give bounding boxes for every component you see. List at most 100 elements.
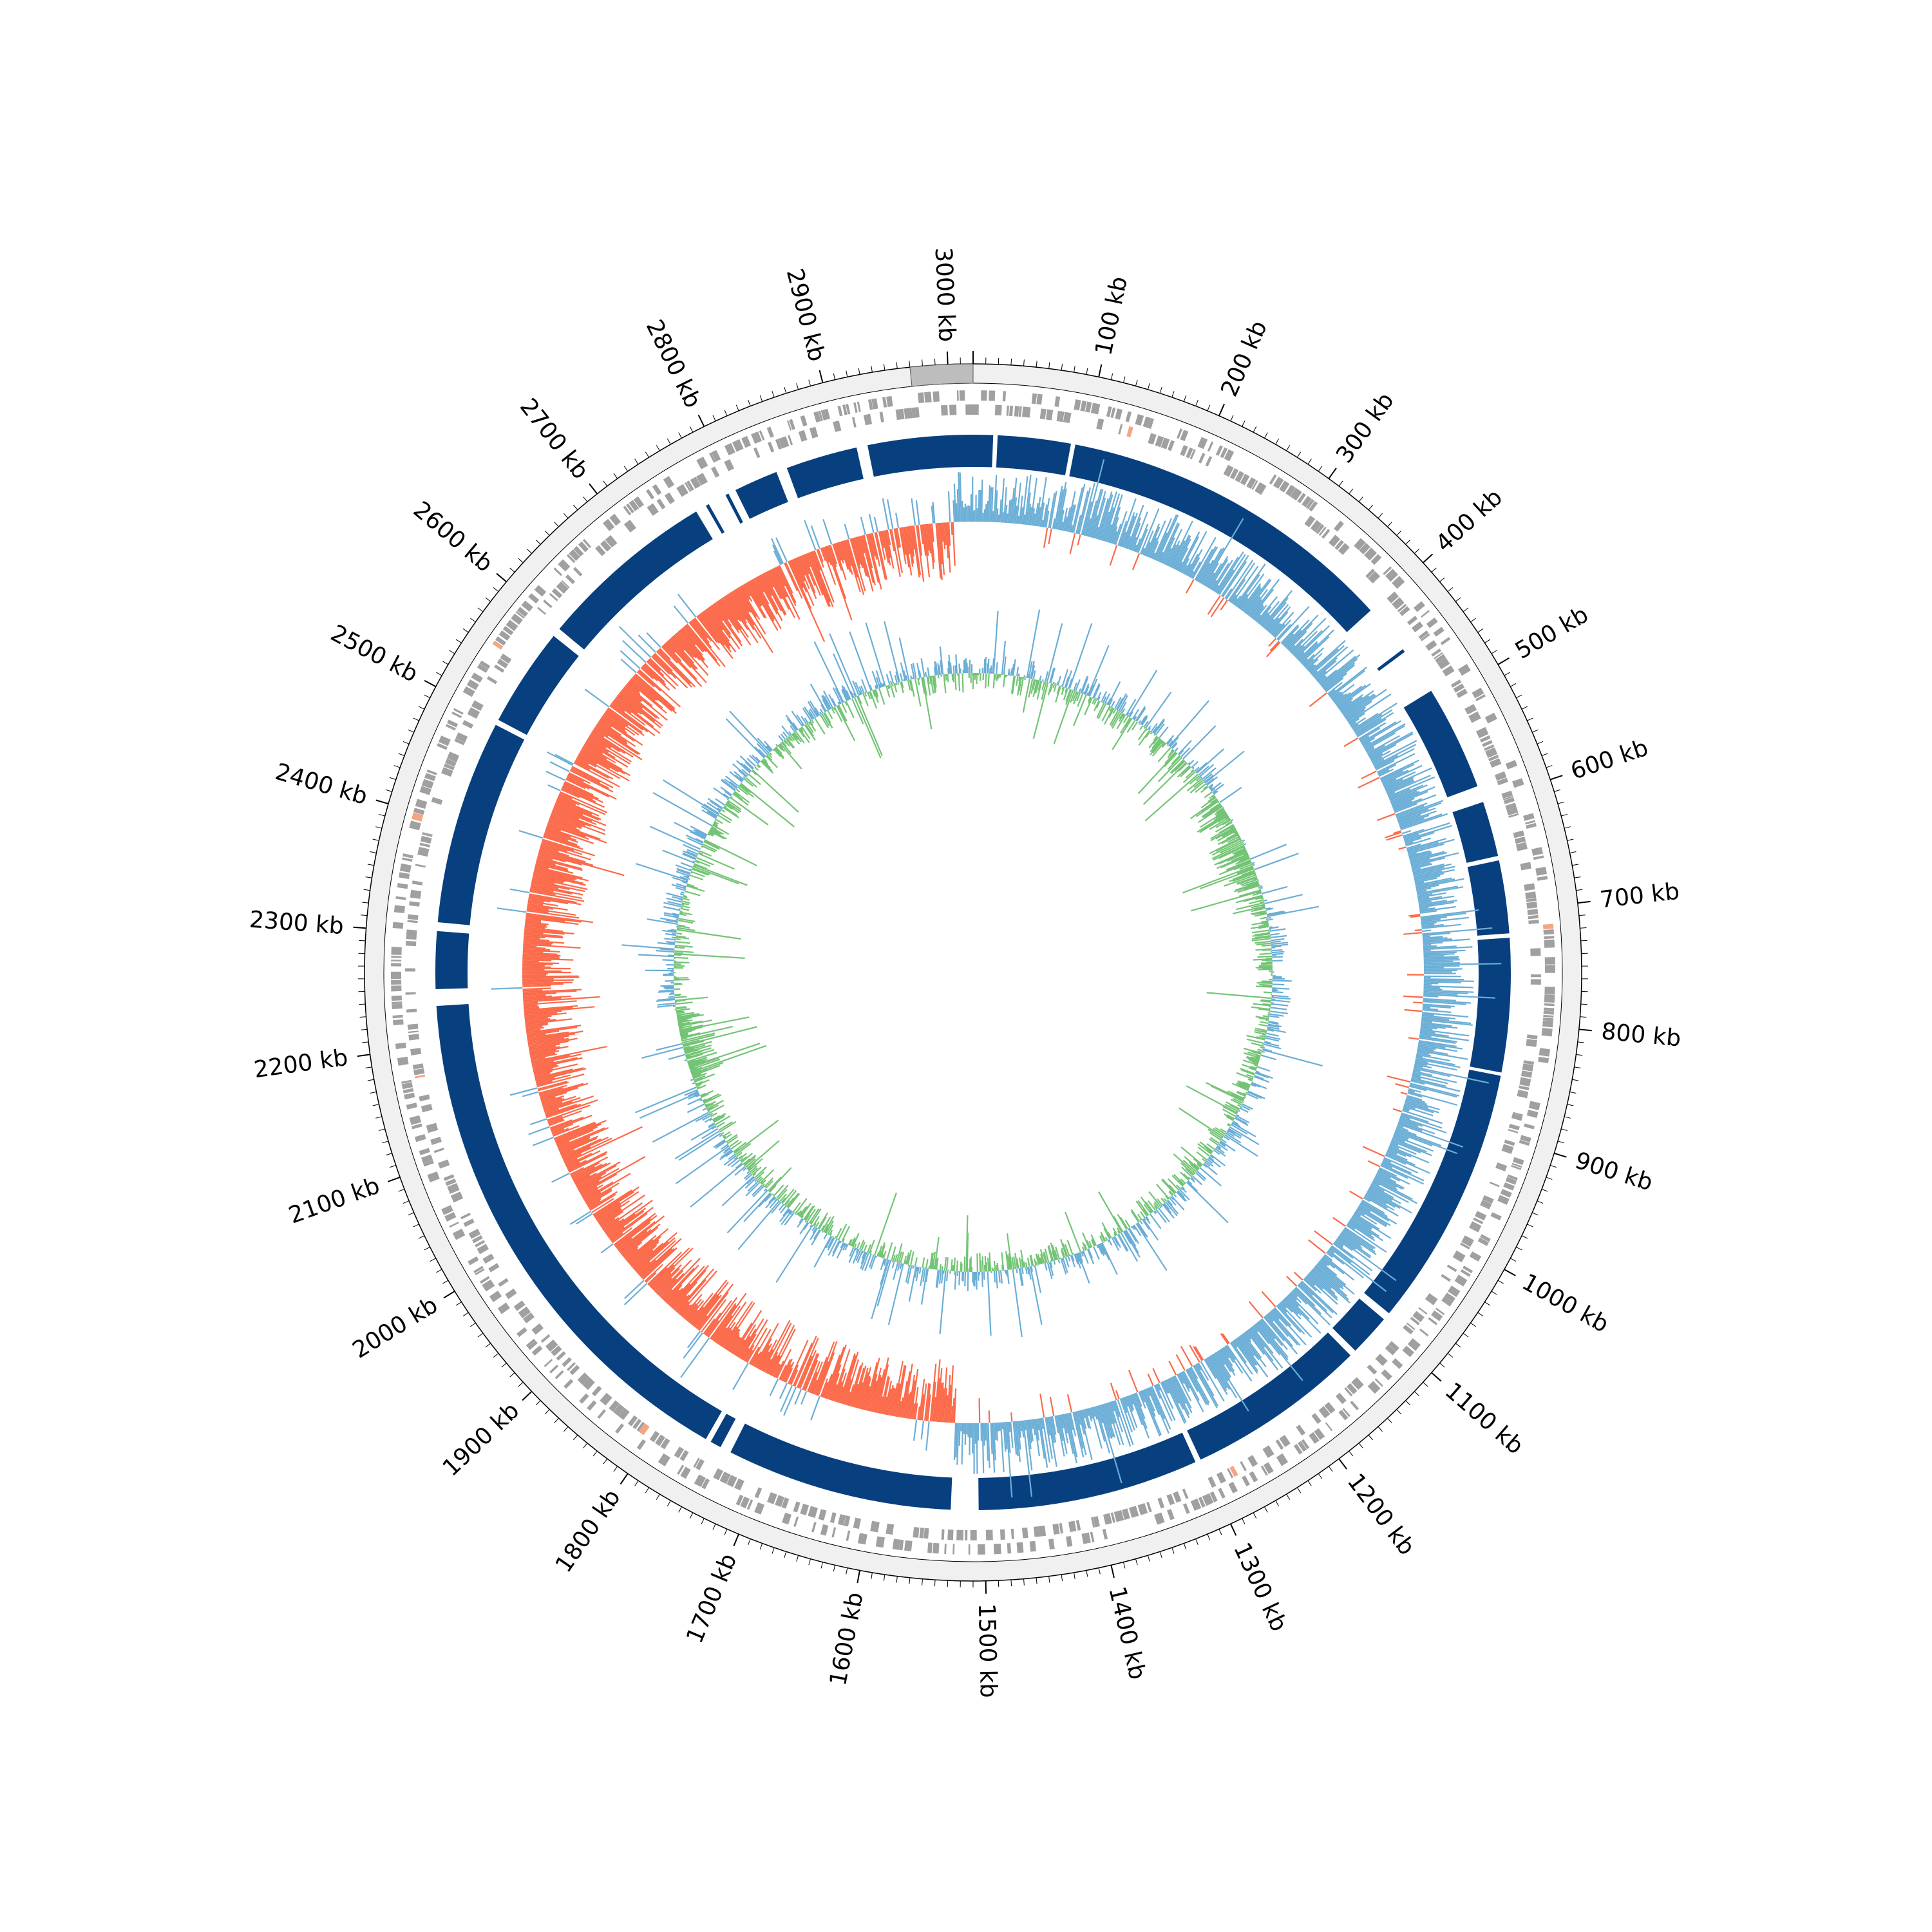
gc-skew-bar	[533, 1068, 553, 1074]
gc-content-bar	[1180, 1178, 1186, 1184]
gc-skew-bar	[1261, 590, 1293, 627]
cds-feature	[421, 1154, 433, 1164]
minor-tick	[1484, 639, 1491, 643]
cds-feature	[556, 1350, 566, 1361]
cds-feature	[690, 477, 701, 489]
gc-content-bar	[1269, 928, 1286, 932]
gc-content-bar	[768, 1196, 775, 1204]
cds-feature	[1482, 740, 1493, 748]
gc-content-bar	[712, 1115, 721, 1121]
gc-skew-bar	[1005, 504, 1008, 523]
gc-skew-bar	[788, 561, 826, 642]
gc-content-bar	[1196, 800, 1219, 817]
gc-skew-bar	[535, 1077, 555, 1083]
cds-feature	[1505, 760, 1518, 770]
gc-skew-bar	[1291, 618, 1327, 654]
gc-content-bar	[676, 1010, 685, 1014]
cds-feature	[1202, 1493, 1214, 1506]
gc-skew-bar	[524, 929, 565, 935]
gc-skew-bar	[525, 922, 547, 927]
gc-content-bar	[710, 828, 721, 835]
gc-content-bar	[676, 883, 687, 887]
gc-skew-bar	[567, 775, 610, 798]
gc-content-bar	[674, 961, 690, 963]
minor-tick	[564, 513, 569, 519]
minor-tick	[1580, 1016, 1587, 1018]
gc-content-bar	[981, 1271, 983, 1287]
gc-skew-bar	[1189, 571, 1195, 578]
gc-skew-bar	[1233, 1340, 1258, 1374]
gc-content-bar	[1222, 806, 1224, 808]
gc-skew-bar	[899, 527, 907, 565]
gc-content-bar	[1211, 840, 1242, 856]
cds-feature	[567, 1362, 576, 1371]
cds-feature	[549, 592, 558, 601]
gc-skew-bar	[679, 1304, 690, 1316]
gc-content-bar	[1251, 904, 1265, 909]
gc-skew-bar	[1167, 540, 1180, 567]
cds-feature	[569, 1365, 580, 1376]
cds-feature	[719, 1472, 731, 1484]
gc-content-bar	[734, 791, 750, 804]
gc-skew-bar	[527, 1035, 569, 1043]
cds-feature	[1273, 477, 1284, 489]
gc-content-bar	[994, 1260, 996, 1271]
gc-skew-bar	[789, 1365, 799, 1385]
gc-content-bar	[828, 1229, 833, 1236]
gc-content-bar	[1104, 1236, 1108, 1241]
gc-skew-bar	[767, 1355, 779, 1374]
gc-skew-bar	[1236, 574, 1260, 607]
cds-feature	[1310, 520, 1322, 533]
cds-feature	[853, 1517, 862, 1530]
gc-skew-bar	[881, 1377, 891, 1414]
gc-content-bar	[1271, 949, 1283, 952]
gc-content-bar	[1260, 999, 1272, 1002]
gc-content-bar	[1074, 1253, 1081, 1269]
gc-content-bar	[1202, 773, 1213, 782]
cds-feature	[1293, 1444, 1303, 1455]
gc-skew-bar	[1081, 482, 1095, 535]
gc-skew-bar	[1129, 1395, 1134, 1405]
gc-content-bar	[886, 1242, 893, 1260]
minor-tick	[477, 607, 484, 612]
gc-content-bar	[791, 734, 800, 745]
minor-tick	[1463, 1332, 1469, 1338]
gc-content-bar	[784, 1200, 790, 1206]
gc-skew-bar	[1077, 491, 1089, 535]
gc-content-bar	[1108, 706, 1112, 711]
gc-content-bar	[1212, 795, 1215, 798]
gc-content-bar	[1104, 693, 1111, 704]
gc-skew-bar	[1121, 512, 1135, 547]
gc-skew-bar	[1189, 1367, 1210, 1404]
gc-content-bar	[841, 689, 848, 701]
gc-content-bar	[1191, 890, 1262, 912]
cds-feature	[1431, 1310, 1443, 1321]
gc-skew-bar	[770, 1355, 781, 1376]
gc-skew-bar	[491, 987, 523, 990]
gc-content-bar	[1039, 1249, 1045, 1264]
gc-skew-bar	[1077, 1410, 1085, 1435]
gc-skew-bar	[1035, 1419, 1040, 1441]
gc-skew-bar	[1417, 896, 1430, 900]
gc-content-bar	[1236, 1082, 1250, 1090]
gc-content-bar	[1221, 1136, 1224, 1139]
gc-skew-bar	[1421, 923, 1444, 928]
minor-tick	[934, 1580, 936, 1587]
gc-skew-bar	[714, 602, 732, 627]
gc-skew-bar	[931, 1381, 936, 1422]
gc-skew-bar	[618, 692, 656, 723]
gc-content-bar	[1226, 1115, 1234, 1121]
gc-content-bar	[1032, 682, 1049, 739]
gc-skew-bar	[526, 1025, 582, 1034]
gc-content-bar	[673, 914, 679, 918]
gc-content-bar	[820, 1225, 826, 1231]
gc-skew-bar	[1212, 560, 1233, 592]
cds-feature	[1490, 758, 1502, 768]
gc-content-bar	[904, 1255, 907, 1264]
gc-content-bar	[1144, 1217, 1151, 1224]
minor-tick	[485, 1343, 491, 1348]
gc-skew-bar	[1361, 720, 1402, 745]
gc-content-bar	[683, 896, 688, 898]
gc-content-bar	[723, 1136, 726, 1139]
gc-skew-bar	[562, 786, 596, 803]
